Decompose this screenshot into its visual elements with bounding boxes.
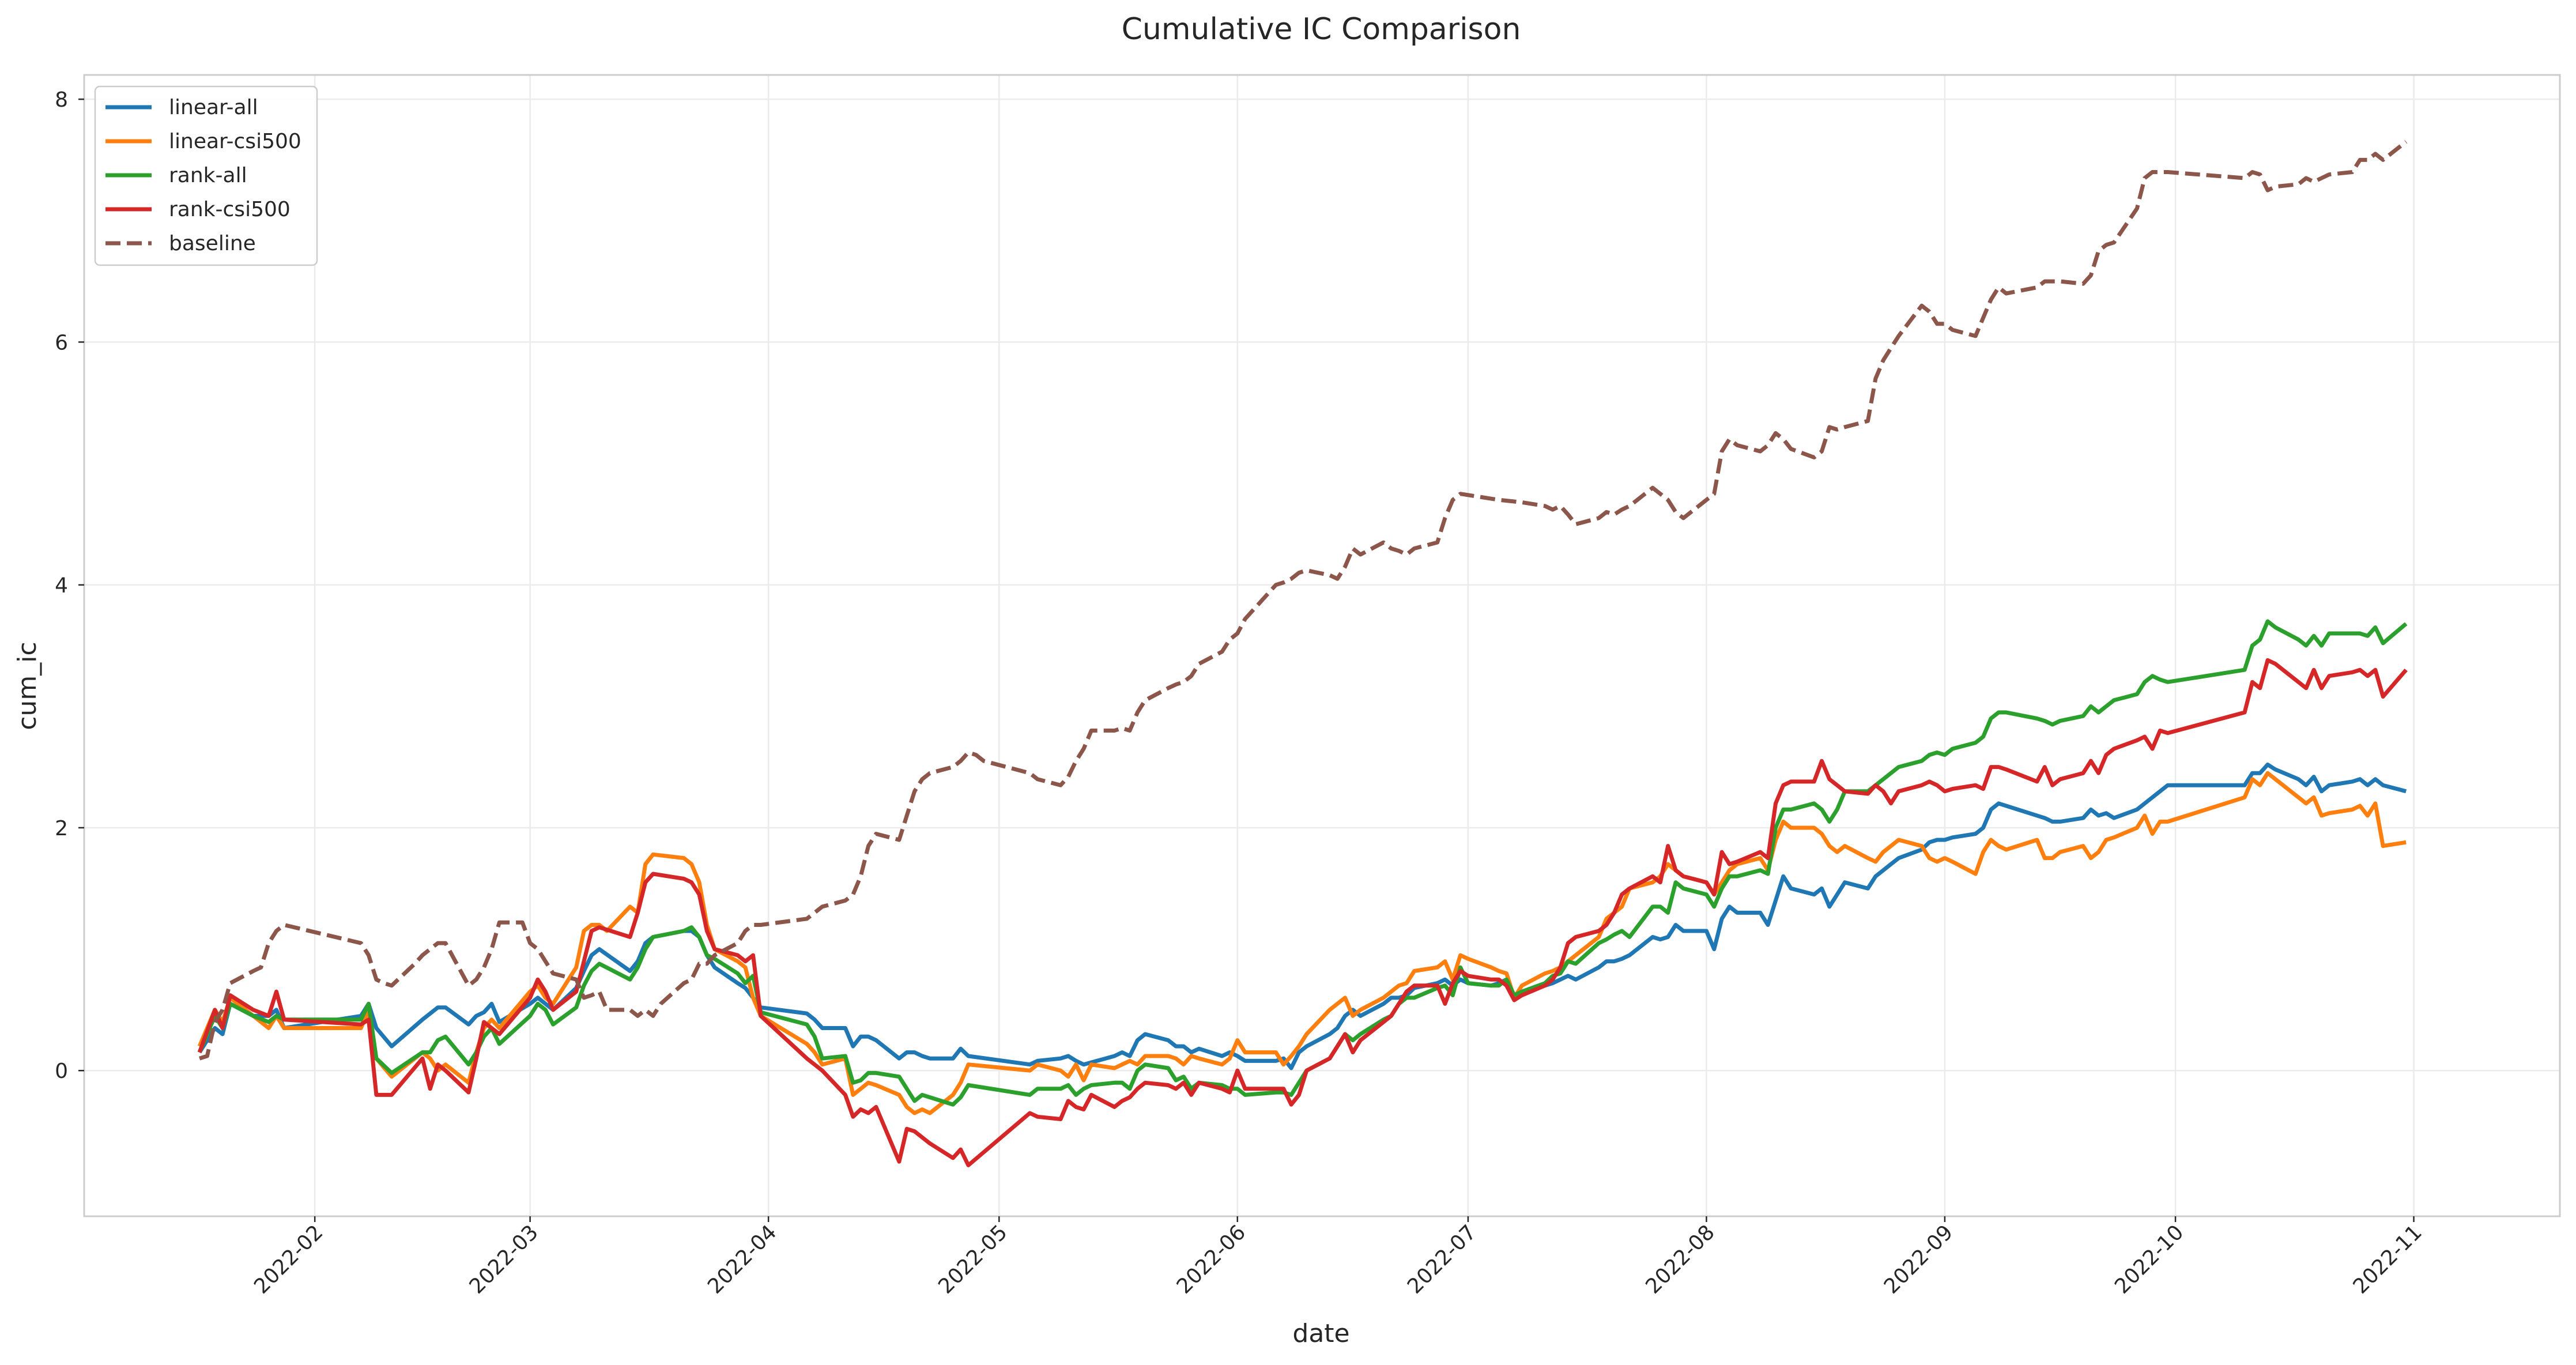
legend-box: [94, 85, 318, 266]
series-line-rank-csi500: [197, 658, 2408, 1167]
y-tick-label: 4: [55, 574, 68, 598]
series-line-linear-all: [198, 762, 2407, 1070]
legend-label-rank-csi500: rank-csi500: [169, 198, 291, 221]
y-tick-label: 0: [55, 1059, 68, 1083]
y-tick-label: 2: [55, 817, 68, 840]
legend-label-linear-all: linear-all: [169, 96, 258, 119]
y-tick-label: 8: [55, 88, 68, 112]
y-tick-label: 6: [55, 331, 68, 355]
legend-label-linear-csi500: linear-csi500: [169, 130, 301, 153]
legend-label-baseline: baseline: [169, 232, 256, 255]
series-line-linear-csi500: [197, 771, 2407, 1115]
legend-label-rank-all: rank-all: [169, 164, 247, 187]
series-line-baseline: [199, 140, 2408, 1061]
x-axis-label: date: [1292, 1319, 1349, 1348]
legend: linear-all linear-csi500 rank-all rank-csi5…: [94, 85, 318, 266]
series-lines: [197, 140, 2408, 1167]
y-axis-label: cum_ic: [13, 642, 42, 730]
plot-area-frame: [83, 74, 2561, 1217]
chart-title: Cumulative IC Comparison: [1122, 12, 1521, 47]
